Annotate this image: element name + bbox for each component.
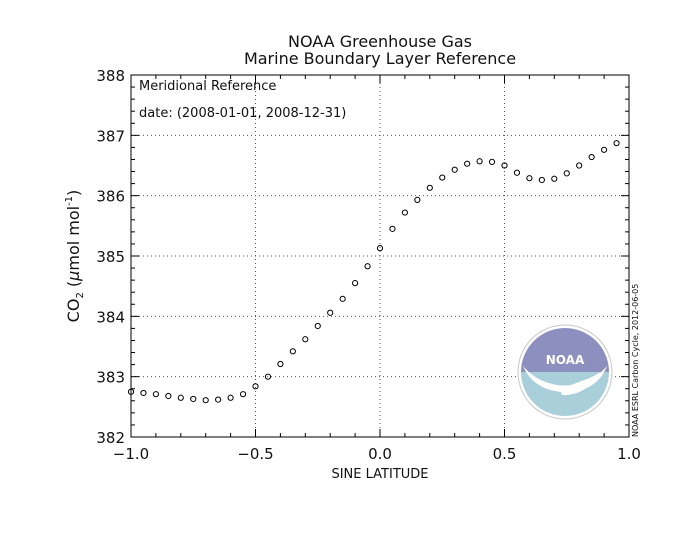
- data-point: [302, 336, 309, 343]
- y-tick-label: 384: [96, 308, 125, 326]
- data-point: [551, 175, 558, 182]
- y-tick-label: 387: [96, 127, 125, 145]
- data-point: [488, 158, 496, 165]
- x-tick-label: 0.5: [493, 445, 517, 463]
- y-tick-label: 388: [96, 67, 125, 85]
- chart-subtitle: Marine Boundary Layer Reference: [244, 49, 516, 68]
- data-point: [314, 322, 321, 330]
- data-point: [177, 394, 184, 401]
- data-point: [563, 170, 570, 177]
- data-point: [364, 263, 371, 270]
- credit-text: NOAA ESRL Carbon Cycle, 2012-06-05: [631, 284, 640, 437]
- data-point: [339, 295, 346, 302]
- data-point: [327, 309, 334, 316]
- data-point: [152, 391, 159, 398]
- data-point: [426, 184, 433, 191]
- data-point: [588, 153, 595, 161]
- y-tick-label: 382: [96, 429, 125, 447]
- annotation-meridional: Meridional Reference: [139, 79, 276, 94]
- data-point: [601, 146, 608, 153]
- data-point: [127, 388, 135, 395]
- x-tick-label: 1.0: [617, 445, 641, 463]
- x-tick-label: 0.0: [368, 445, 392, 463]
- chart-title: NOAA Greenhouse Gas: [288, 32, 472, 51]
- x-axis-label: SINE LATITUDE: [331, 467, 428, 482]
- noaa-logo-text: NOAA: [546, 353, 585, 367]
- y-axis-label: CO2 (μmol mol-1): [64, 190, 86, 323]
- data-point: [165, 392, 172, 400]
- data-point: [414, 196, 421, 203]
- data-point: [227, 394, 234, 401]
- x-tick-labels: −1.0 −0.5 0.0 0.5 1.0: [113, 445, 641, 463]
- data-point: [464, 160, 471, 167]
- noaa-logo: NOAA: [517, 324, 613, 420]
- data-point: [439, 174, 446, 181]
- data-point: [140, 389, 147, 397]
- data-points: [127, 140, 620, 404]
- data-point: [389, 225, 396, 232]
- y-tick-label: 383: [96, 369, 125, 387]
- data-point: [277, 360, 284, 368]
- data-point: [352, 280, 359, 287]
- x-tick-label: −1.0: [113, 445, 149, 463]
- data-point: [401, 209, 408, 216]
- data-point: [526, 175, 533, 182]
- data-point: [264, 373, 272, 380]
- data-point: [289, 348, 296, 355]
- annotation-date: date: (2008-01-01, 2008-12-31): [139, 106, 346, 121]
- data-point: [252, 383, 259, 390]
- axis-ticks: [130, 74, 630, 438]
- data-point: [513, 169, 521, 176]
- x-tick-label: −0.5: [237, 445, 273, 463]
- data-point: [451, 166, 458, 173]
- data-point: [239, 391, 247, 398]
- grid-lines: [131, 75, 629, 437]
- y-tick-label: 386: [96, 188, 125, 206]
- data-point: [215, 396, 222, 403]
- y-tick-labels: 382 383 384 385 386 387 388: [96, 67, 125, 447]
- data-point: [202, 397, 209, 404]
- data-point: [476, 158, 483, 165]
- data-point: [376, 245, 384, 252]
- data-point: [576, 162, 583, 169]
- data-point: [538, 176, 545, 184]
- data-point: [501, 162, 508, 169]
- data-point: [190, 395, 197, 403]
- data-point: [613, 140, 620, 147]
- y-tick-label: 385: [96, 248, 125, 266]
